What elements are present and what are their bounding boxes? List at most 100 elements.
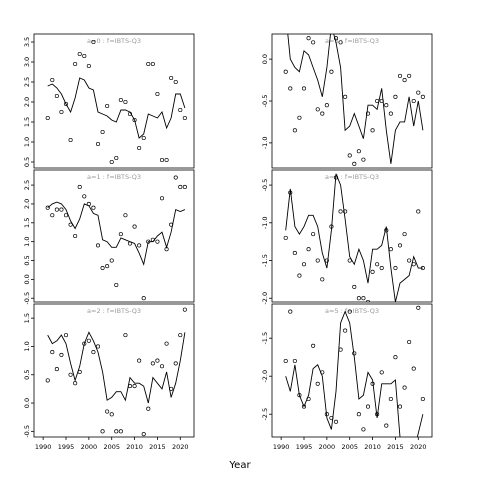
y-tick-label: -0.5 xyxy=(261,179,269,192)
x-tick-label: 1995 xyxy=(58,443,75,451)
observation-point xyxy=(320,370,325,375)
observation-point xyxy=(68,222,73,227)
observation-point xyxy=(324,258,329,263)
observation-point xyxy=(118,429,123,434)
observation-point xyxy=(333,175,339,180)
observation-point xyxy=(301,262,307,267)
fitted-line xyxy=(287,34,424,164)
observation-point xyxy=(63,101,69,107)
y-tick-label: 2.5 xyxy=(23,180,31,190)
observation-point xyxy=(306,247,311,252)
panel-data xyxy=(45,39,187,165)
observation-point xyxy=(86,63,91,69)
observation-point xyxy=(164,341,169,346)
observation-point xyxy=(393,266,398,271)
observation-point xyxy=(301,86,307,91)
observation-point xyxy=(393,355,398,360)
observation-point xyxy=(338,347,343,352)
y-tick-label: 0.0 xyxy=(23,398,31,408)
observation-point xyxy=(100,266,105,271)
observation-point xyxy=(95,243,101,248)
observation-point xyxy=(118,97,123,103)
observation-point xyxy=(173,79,178,85)
observation-point xyxy=(182,115,187,121)
observation-point xyxy=(361,296,366,301)
observation-point xyxy=(127,384,133,389)
y-tick-label: -1.5 xyxy=(261,254,269,267)
x-tick-label: 2000 xyxy=(319,443,336,451)
observation-point xyxy=(397,73,403,78)
observation-point xyxy=(123,99,128,105)
observation-point xyxy=(155,239,160,244)
observation-point xyxy=(63,213,69,218)
observation-point xyxy=(388,111,393,116)
panel-frame xyxy=(271,303,433,438)
y-tick-label: 0.5 xyxy=(23,370,31,380)
observation-point xyxy=(397,243,403,248)
observation-point xyxy=(356,296,361,301)
y-tick-label: 0.0 xyxy=(23,274,31,284)
observation-point xyxy=(384,423,389,428)
observation-point xyxy=(288,309,293,314)
observation-point xyxy=(91,350,96,355)
observation-point xyxy=(283,69,288,74)
observation-point xyxy=(329,69,334,74)
y-tick-label: 2.0 xyxy=(23,97,31,107)
panel-frame xyxy=(271,169,433,303)
observation-point xyxy=(411,366,416,371)
y-tick-label: 1.0 xyxy=(23,236,31,246)
observation-point xyxy=(411,98,416,104)
observation-point xyxy=(178,333,183,338)
observation-point xyxy=(137,243,142,248)
panel-title: a=1 : f=IBTS-Q3 xyxy=(87,173,141,181)
observation-point xyxy=(109,258,114,263)
observation-point xyxy=(288,190,293,195)
observation-point xyxy=(375,262,380,267)
observation-point xyxy=(315,381,320,386)
observation-point xyxy=(343,328,348,333)
observation-point xyxy=(86,201,91,206)
x-tick-label: 1990 xyxy=(273,443,290,451)
observation-point xyxy=(384,103,389,108)
observation-point xyxy=(73,381,78,386)
observation-point xyxy=(178,107,183,113)
observation-point xyxy=(105,103,110,109)
observation-point xyxy=(68,372,73,377)
observation-point xyxy=(352,161,357,166)
observation-point xyxy=(297,115,302,120)
observation-point xyxy=(63,333,69,338)
observation-point xyxy=(137,145,142,151)
observation-point xyxy=(333,419,339,424)
observation-point xyxy=(375,98,380,104)
observation-point xyxy=(338,40,343,45)
observation-point xyxy=(343,209,348,214)
observation-point xyxy=(402,78,407,83)
observation-point xyxy=(95,344,101,349)
observation-point xyxy=(155,91,160,97)
observation-point xyxy=(132,384,137,389)
panel-title: a=3 : f=IBTS-Q3 xyxy=(325,37,379,45)
observation-point xyxy=(54,207,59,212)
y-tick-label: -1.5 xyxy=(261,332,269,345)
observation-point xyxy=(370,381,375,386)
observation-point xyxy=(105,409,110,414)
observation-point xyxy=(347,153,352,158)
y-tick-label: 1.0 xyxy=(23,341,31,351)
observation-point xyxy=(397,404,403,409)
observation-point xyxy=(73,61,78,67)
x-tick-label: 2015 xyxy=(387,443,404,451)
observation-point xyxy=(361,157,366,162)
panel-6: a=5 : f=IBTS-Q3 -2.5 -2.0 -1.5 1990 1995 2000 2… xyxy=(261,303,433,451)
y-tick-label: -1.0 xyxy=(261,137,269,150)
y-tick-label: -0.5 xyxy=(261,95,269,108)
observation-point xyxy=(311,40,316,45)
observation-point xyxy=(141,296,146,301)
fitted-line xyxy=(47,77,186,139)
observation-point xyxy=(365,111,371,116)
observation-point xyxy=(100,129,105,135)
x-tick-label: 2010 xyxy=(126,443,143,451)
observation-point xyxy=(338,209,343,214)
observation-point xyxy=(169,386,174,391)
observation-point xyxy=(82,53,87,59)
observation-point xyxy=(420,266,425,271)
